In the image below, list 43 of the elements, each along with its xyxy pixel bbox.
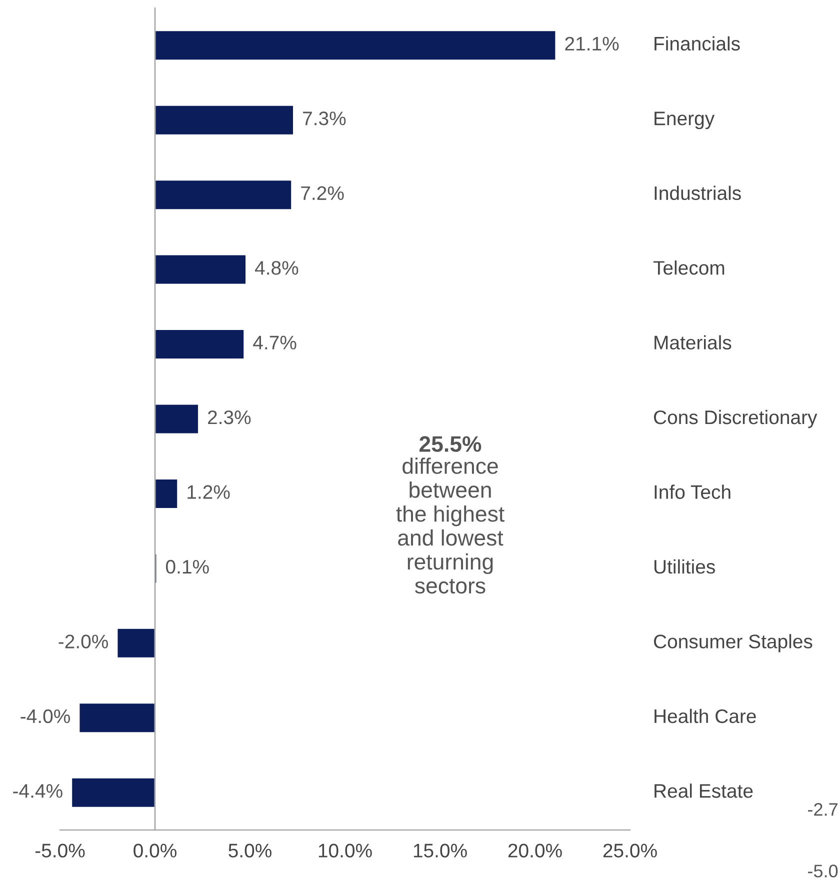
text: -5.0 xyxy=(808,864,838,878)
data-label: 7.2% xyxy=(301,186,344,200)
y-tick-label: Utilities xyxy=(654,559,715,574)
bar xyxy=(70,776,156,808)
bar xyxy=(78,702,156,734)
y-tick-label: Health Care xyxy=(654,708,756,724)
y-tick-label: Info Tech xyxy=(654,484,730,499)
data-label: -4.4% xyxy=(13,784,62,798)
annotation: difference between the highest and lowest returning sectors xyxy=(396,458,504,594)
y-tick-label: Materials xyxy=(654,335,732,350)
data-label: 2.3% xyxy=(208,410,251,424)
data-label: 7.3% xyxy=(303,112,346,126)
x-tick-label: 5.0% xyxy=(228,844,272,858)
x-tick-label: 0.0% xyxy=(134,844,176,858)
bar xyxy=(116,628,156,659)
bar xyxy=(154,403,200,435)
y-tick-label: Industrials xyxy=(654,186,741,200)
x-tick-label: 15.0% xyxy=(414,844,467,858)
x-tick-label: 25.0% xyxy=(603,844,657,858)
y-tick-label: Financials xyxy=(654,36,740,51)
x-tick-label: -5.0% xyxy=(35,844,85,858)
text: -2.7 xyxy=(808,803,838,816)
bar xyxy=(154,30,557,62)
bar xyxy=(154,328,245,360)
annotation: 25.5% xyxy=(420,436,482,452)
y-tick-label: Cons Discretionary xyxy=(654,410,818,428)
bar xyxy=(154,254,247,286)
data-label: -4.0% xyxy=(20,709,70,724)
data-label: 21.1% xyxy=(565,36,619,51)
data-label: 1.2% xyxy=(188,485,230,499)
y-tick-label: Energy xyxy=(654,112,715,130)
data-label: 4.8% xyxy=(254,260,298,275)
bar xyxy=(154,104,294,136)
y-tick-label: Telecom xyxy=(653,260,724,275)
bar xyxy=(154,179,292,210)
x-tick-label: 20.0% xyxy=(508,844,562,858)
y-tick-label: Consumer Staples xyxy=(654,634,812,652)
bar xyxy=(154,478,178,510)
x-tick-label: 10.0% xyxy=(318,844,372,858)
y-tick-label: Real Estate xyxy=(654,784,753,798)
data-label: 4.7% xyxy=(253,336,296,350)
data-label: -2.0% xyxy=(58,634,108,648)
data-label: 0.1% xyxy=(166,560,209,574)
